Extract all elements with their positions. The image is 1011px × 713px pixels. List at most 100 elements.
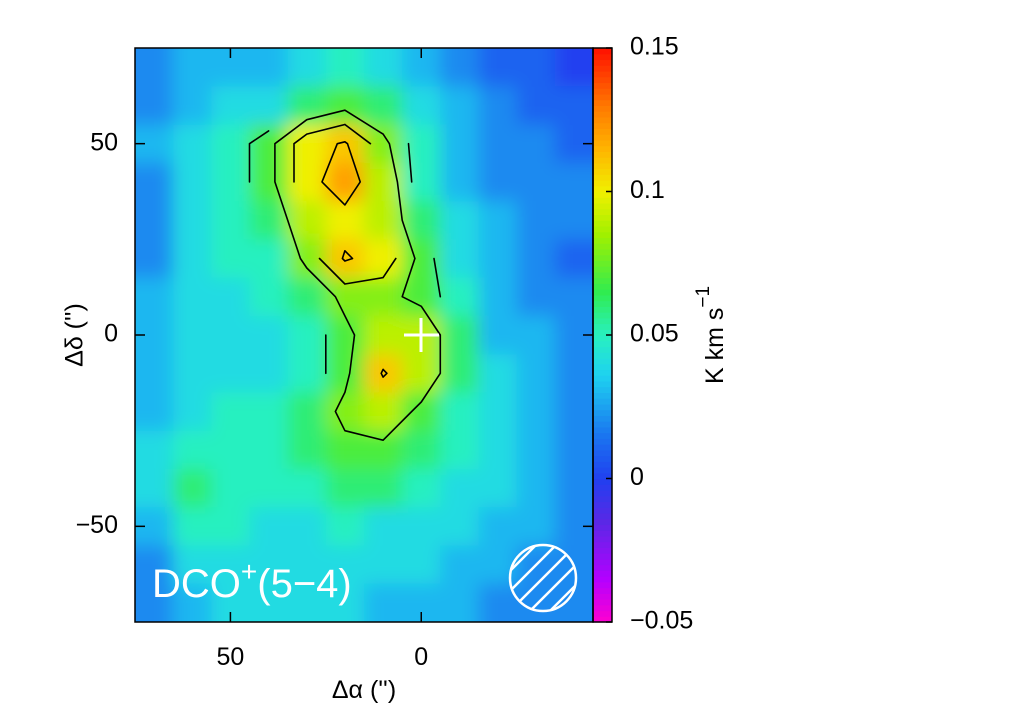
colorbar-segment — [593, 553, 612, 560]
cell — [516, 124, 556, 164]
colorbar-segment — [593, 59, 612, 66]
cell — [325, 162, 365, 202]
cell — [440, 124, 479, 164]
cell — [211, 124, 250, 164]
contour — [293, 123, 397, 285]
cell — [211, 545, 250, 585]
cell — [287, 583, 327, 622]
colorbar-segment — [593, 174, 612, 181]
colorbar-segment — [593, 461, 612, 468]
colorbar-segment — [593, 323, 612, 330]
colorbar-segment — [593, 380, 612, 388]
colorbar-segment — [593, 593, 612, 600]
cell — [402, 86, 441, 126]
colorbar-segment — [593, 386, 612, 393]
cell — [478, 86, 518, 126]
cell — [173, 124, 212, 164]
cell — [325, 392, 365, 432]
colorbar-segment — [593, 82, 612, 89]
cell — [440, 201, 479, 240]
colorbar-tick-label: 0.15 — [630, 33, 679, 61]
colorbar-segment — [593, 157, 612, 164]
colorbar-segment — [593, 116, 612, 124]
colorbar-segment — [593, 329, 612, 336]
cell — [440, 239, 479, 279]
colorbar-segment — [593, 134, 612, 141]
colorbar-segment — [593, 208, 612, 216]
colorbar-segment — [593, 489, 612, 497]
y-tick-label: −50 — [76, 511, 118, 539]
cell — [249, 430, 289, 470]
cell — [325, 315, 365, 355]
cell — [402, 239, 441, 279]
cell — [516, 507, 556, 546]
cell — [402, 468, 441, 508]
colorbar-segment — [593, 128, 612, 135]
colorbar-segment — [593, 145, 612, 152]
cell — [478, 48, 518, 87]
cell — [478, 162, 518, 202]
colorbar-segment — [593, 180, 612, 187]
colorbar-segment — [593, 357, 612, 365]
cell — [173, 162, 212, 202]
colorbar-segment — [593, 243, 612, 250]
cell — [173, 430, 212, 470]
y-tick-label: 50 — [90, 128, 118, 156]
cell — [135, 239, 174, 279]
cell — [478, 545, 518, 585]
cell — [440, 86, 479, 126]
cell — [325, 239, 365, 279]
colorbar-segment — [593, 168, 612, 175]
colorbar-segment — [593, 604, 612, 612]
colorbar-tick-label: 0.05 — [630, 320, 679, 348]
cell — [478, 124, 518, 164]
cell — [516, 354, 556, 393]
colorbar-label: K km s−1 — [693, 286, 729, 384]
colorbar-segment — [593, 237, 612, 244]
colorbar-segment — [593, 495, 612, 503]
cell — [364, 315, 403, 355]
cell — [364, 239, 403, 279]
cell — [325, 430, 365, 470]
cells — [135, 48, 593, 622]
colorbar-segment — [593, 346, 612, 353]
cell — [364, 545, 403, 585]
colorbar-segment — [593, 432, 612, 439]
colorbar-segment — [593, 185, 612, 193]
cell — [325, 545, 365, 585]
colorbar-segment — [593, 501, 612, 508]
hatch — [510, 545, 576, 611]
cell — [249, 86, 289, 126]
colorbar-segment — [593, 300, 612, 307]
colorbar-segment — [593, 197, 612, 204]
cell — [249, 545, 289, 585]
x-tick-label: 0 — [414, 643, 428, 671]
cell — [135, 430, 174, 470]
colorbar-segment — [593, 312, 612, 319]
cell — [325, 354, 365, 393]
hatch — [510, 545, 576, 611]
colorbar-segment — [593, 151, 612, 158]
cell — [325, 201, 365, 240]
cell — [249, 162, 289, 202]
cell — [478, 430, 518, 470]
colorbar-segment — [593, 271, 612, 279]
cell — [440, 430, 479, 470]
cell — [478, 315, 518, 355]
cell — [173, 507, 212, 546]
cell — [249, 392, 289, 432]
cell — [478, 239, 518, 279]
colorbar-segment — [593, 231, 612, 239]
colorbar-segment — [593, 53, 612, 61]
cell — [440, 583, 479, 622]
colorbar-segment — [593, 220, 612, 227]
cell — [516, 392, 556, 432]
label-base: DCO — [152, 562, 241, 606]
cell — [287, 430, 327, 470]
map-label: DCO+(5−4) — [152, 556, 352, 606]
x-axis-label: Δα ('') — [332, 676, 396, 704]
cell — [440, 277, 479, 317]
hatch — [510, 545, 576, 611]
cell — [402, 277, 441, 317]
cell — [364, 507, 403, 546]
